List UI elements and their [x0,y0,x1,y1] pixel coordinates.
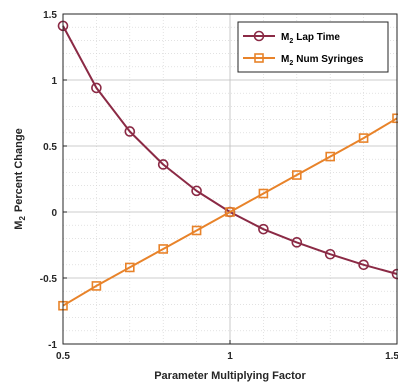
legend-label-lap-time-prefix: M [281,32,289,43]
series-line [62,117,398,307]
y-tick-label: 0 [51,208,57,219]
data-point [291,170,302,180]
legend-label-lap-time-name: Lap Time [296,32,340,43]
y-axis-title-prefix: M [13,221,25,230]
legend-entry-num-syringes: M2 Num Syringes [243,53,364,67]
data-point [91,281,102,291]
data-point [358,133,369,143]
axes [62,13,398,345]
legend-label-lap-time-subscript: 2 [289,38,293,45]
data-point [191,185,202,197]
legend-label-lap-time: M2 Lap Time [281,32,340,45]
legend-label-num-syringes-name: Num Syringes [296,54,364,65]
data-point [157,159,169,170]
data-point [191,225,202,236]
data-point [225,207,235,217]
y-axis-title-subscript: 2 [18,216,27,221]
legend-marker-num-syringes [254,53,264,63]
data-point [325,151,336,162]
legend-label-num-syringes-prefix: M [281,54,289,65]
x-axis-title: Parameter Multiplying Factor [154,370,306,382]
data-point [358,259,369,271]
x-tick-label: 1 [227,351,233,362]
y-axis-title-text: Percent Change [13,128,25,212]
series-group [57,20,398,311]
data-point [91,82,102,94]
data-point [125,262,135,273]
data-point [258,223,269,235]
data-point [258,188,269,199]
y-tick-label: 1 [51,76,57,87]
tick-labels: 0.5 1 1.5 -1 -0.5 0 0.5 1 1.5 [40,10,398,362]
y-tick-label: 1.5 [43,10,57,21]
y-axis-title: M2 Percent Change [13,128,27,229]
data-point [124,126,136,137]
x-tick-label: 0.5 [56,351,70,362]
legend-label-num-syringes: M2 Num Syringes [281,54,364,67]
series-1 [58,113,398,311]
y-tick-label: -1 [48,340,57,351]
data-point [158,244,168,254]
legend-entry-lap-time: M2 Lap Time [243,30,340,45]
y-tick-label: -0.5 [40,274,58,285]
y-tick-label: 0.5 [43,142,57,153]
legend-marker-lap-time [253,30,265,42]
legend: M2 Lap Time M2 Num Syringes [237,21,389,73]
legend-label-num-syringes-subscript: 2 [289,60,293,67]
x-tick-label: 1.5 [385,351,398,362]
data-point [291,237,303,248]
data-point [324,248,336,260]
legend-box [237,21,389,73]
